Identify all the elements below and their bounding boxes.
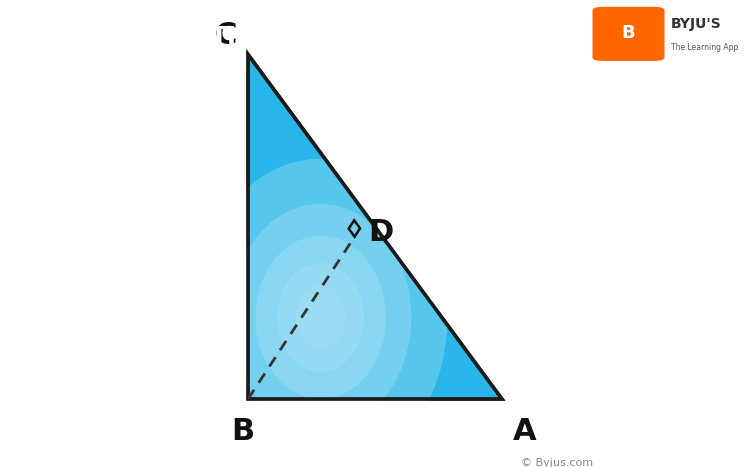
Ellipse shape <box>277 263 364 372</box>
Ellipse shape <box>230 204 411 431</box>
Text: BYJU'S: BYJU'S <box>671 17 722 31</box>
Polygon shape <box>248 55 502 399</box>
Text: © Byjus.com: © Byjus.com <box>520 458 592 467</box>
Text: A: A <box>513 417 537 446</box>
FancyBboxPatch shape <box>592 7 664 61</box>
Ellipse shape <box>296 286 346 349</box>
Text: D: D <box>368 218 394 247</box>
Text: The Learning App: The Learning App <box>671 43 739 52</box>
Ellipse shape <box>255 236 386 399</box>
Ellipse shape <box>194 159 448 467</box>
Text: B: B <box>231 417 254 446</box>
Text: B: B <box>622 23 635 42</box>
Text: C: C <box>214 21 237 50</box>
Text: PYTHAGORAS THEOREM PROOF: PYTHAGORAS THEOREM PROOF <box>21 25 441 49</box>
